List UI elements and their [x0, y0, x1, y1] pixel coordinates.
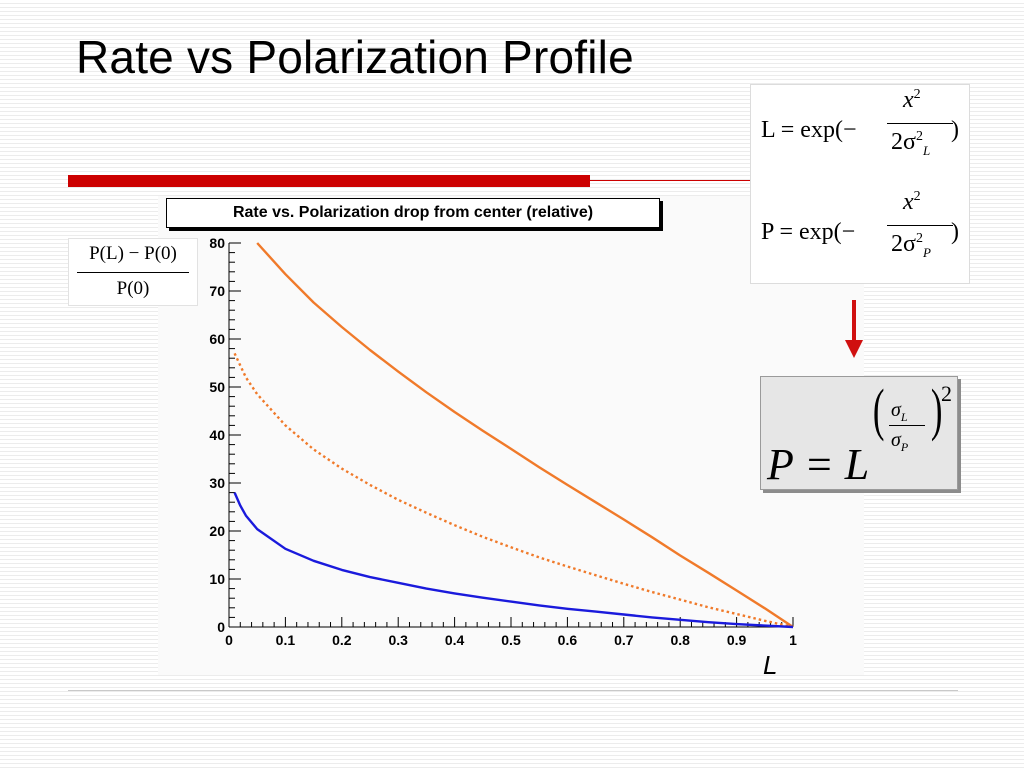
y-axis-label-numerator: P(L) − P(0)	[89, 243, 177, 264]
series-line-2	[233, 352, 794, 629]
result-num-base: σ	[891, 399, 901, 421]
x-tick-label: 0.9	[727, 632, 747, 648]
equation-L-lhs: L = exp(−	[761, 117, 857, 143]
equation-L-denominator: 2σ2L	[891, 129, 930, 159]
result-formula-box: P = L ( σL σP ) 2	[760, 376, 958, 490]
result-open-paren: (	[872, 377, 885, 442]
x-tick-label: 0.3	[388, 632, 408, 648]
chart-title: Rate vs. Polarization drop from center (…	[166, 198, 660, 228]
result-den-base: σ	[891, 429, 901, 451]
accent-line	[590, 180, 758, 181]
equation-L-numerator: x2	[903, 87, 921, 114]
accent-bar	[68, 175, 590, 187]
y-tick-label: 10	[209, 571, 225, 587]
equation-P-den-sub: P	[922, 244, 931, 260]
equation-P: P = exp(− x2 2σ2P )	[751, 189, 969, 279]
x-tick-label: 0.2	[332, 632, 352, 648]
y-tick-label: 40	[209, 427, 225, 443]
result-den-sub: P	[900, 440, 909, 454]
equation-L-den-exp: 2	[915, 129, 923, 144]
equation-P-den-exp: 2	[915, 231, 923, 246]
result-base: P = L	[767, 440, 870, 489]
y-tick-label: 60	[209, 331, 225, 347]
plot-panel	[158, 196, 864, 675]
result-fraction-bar	[889, 425, 925, 426]
equation-P-close: )	[951, 219, 959, 245]
x-axis-label: L	[763, 650, 778, 680]
x-tick-label: 0.8	[670, 632, 690, 648]
y-axis-label-fraction-bar	[77, 272, 189, 273]
y-axis-label-denominator: P(0)	[116, 278, 150, 299]
result-power: 2	[941, 381, 952, 406]
equation-P-den-base: 2σ	[891, 231, 916, 257]
equation-L: L = exp(− x2 2σ2L )	[751, 87, 969, 177]
result-num-sub: L	[900, 410, 908, 424]
x-tick-label: 0.7	[614, 632, 634, 648]
equation-P-fraction-bar	[887, 225, 953, 226]
x-tick-label: 0.5	[501, 632, 521, 648]
down-arrow-icon	[845, 300, 863, 358]
equation-P-denominator: 2σ2P	[891, 231, 931, 261]
y-tick-label: 30	[209, 475, 225, 491]
series-line-3	[233, 492, 794, 629]
equation-L-num-exp: 2	[913, 87, 921, 102]
y-tick-label: 0	[217, 619, 225, 635]
footer-divider	[68, 690, 958, 691]
equation-L-den-sub: L	[922, 142, 931, 158]
x-tick-label: 0	[225, 632, 233, 648]
result-exponent-denominator: σP	[891, 429, 908, 455]
equation-L-num-base: x	[903, 87, 914, 113]
x-tick-label: 0.1	[276, 632, 296, 648]
x-tick-label: 0.4	[445, 632, 465, 648]
y-axis-label: P(L) − P(0) P(0)	[68, 238, 198, 306]
y-tick-label: 50	[209, 379, 225, 395]
equation-P-lhs: P = exp(−	[761, 219, 856, 245]
result-exponent-numerator: σL	[891, 399, 908, 425]
equation-L-fraction-bar	[887, 123, 953, 124]
y-tick-label: 70	[209, 283, 225, 299]
y-tick-label: 80	[209, 235, 225, 251]
y-tick-label: 20	[209, 523, 225, 539]
formula-box: L = exp(− x2 2σ2L ) P = exp(− x2 2σ2P )	[750, 84, 970, 284]
result-close-paren: )	[930, 377, 943, 442]
equation-L-den-base: 2σ	[891, 129, 916, 155]
slide-title: Rate vs Polarization Profile	[76, 31, 634, 83]
x-tick-label: 1	[789, 632, 797, 648]
equation-P-numerator: x2	[903, 189, 921, 216]
series-line-1	[256, 242, 794, 629]
equation-P-num-exp: 2	[913, 189, 921, 204]
equation-P-num-base: x	[903, 189, 914, 215]
x-tick-label: 0.6	[558, 632, 578, 648]
equation-L-close: )	[951, 117, 959, 143]
